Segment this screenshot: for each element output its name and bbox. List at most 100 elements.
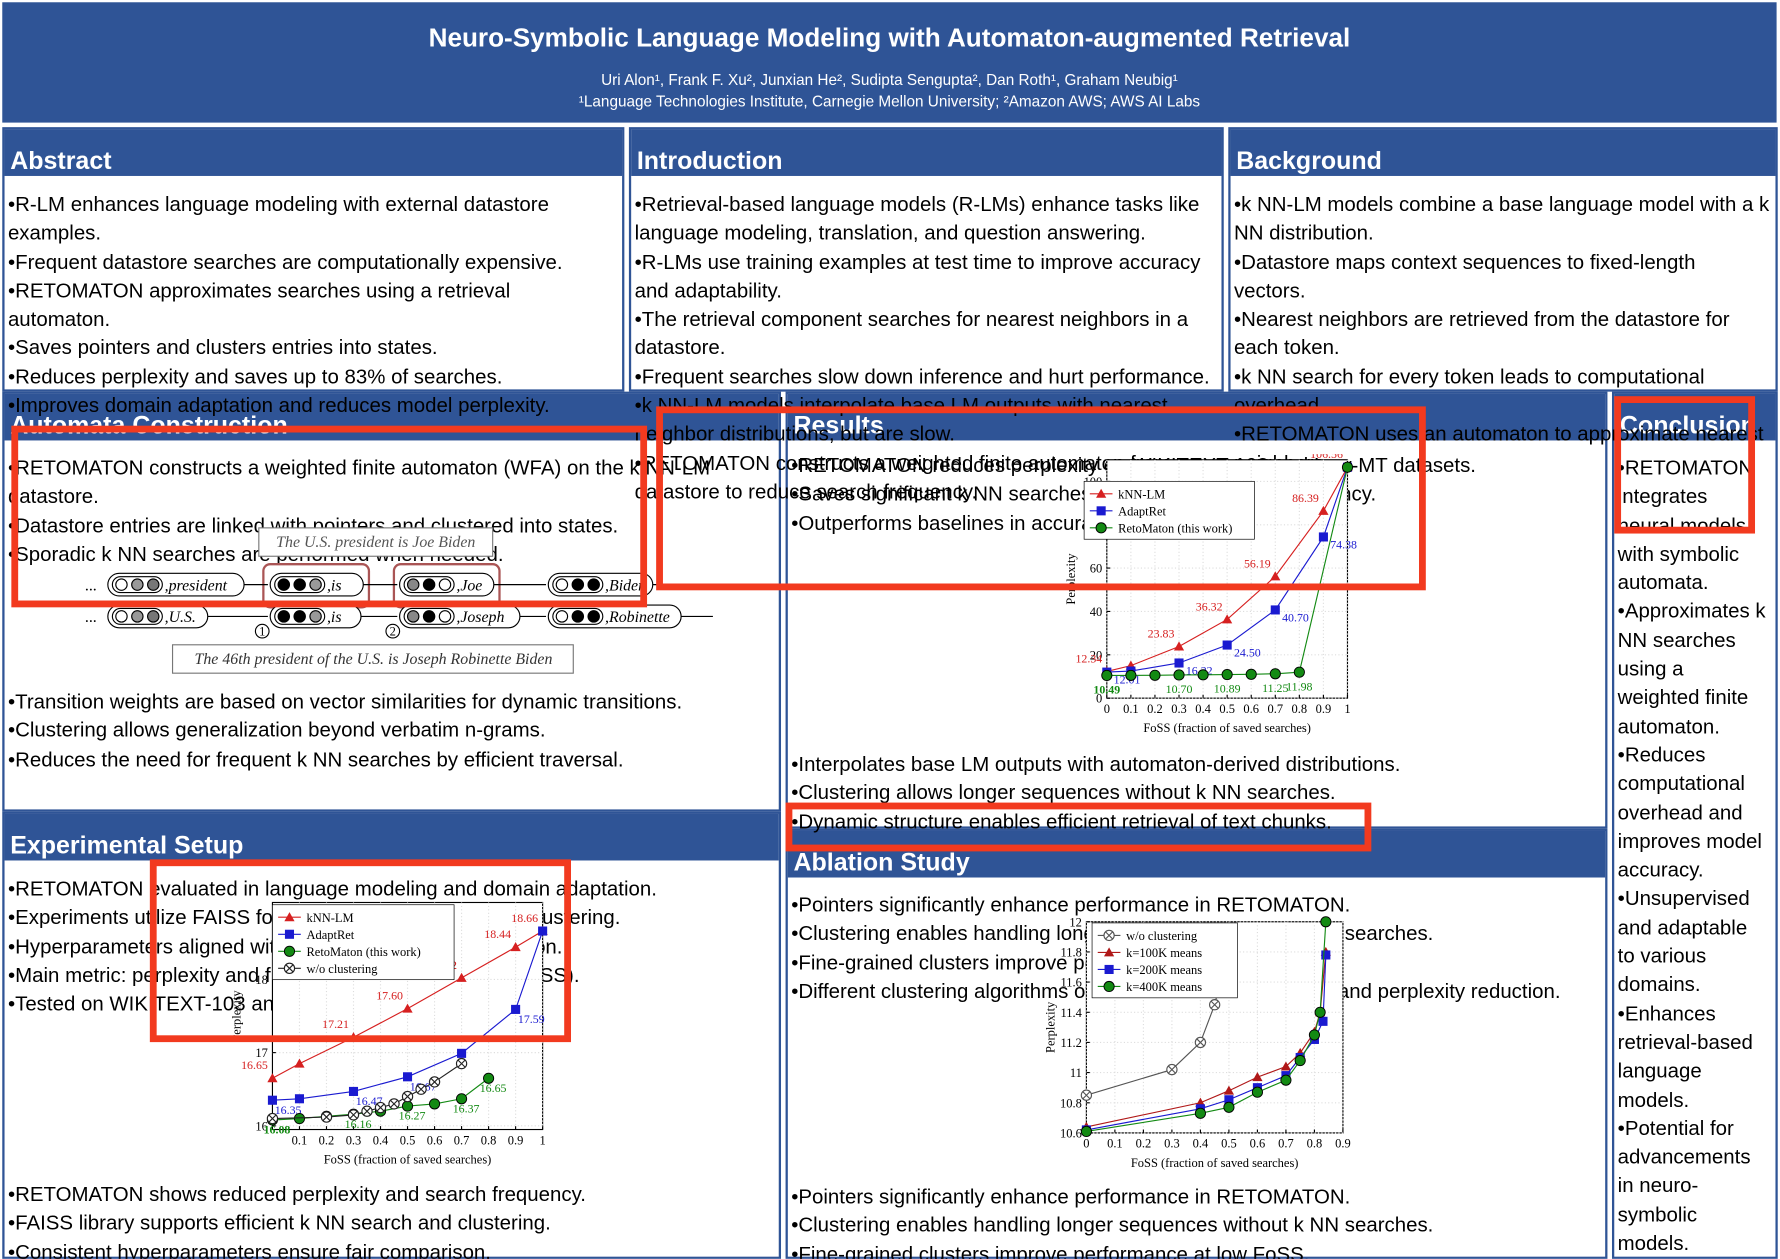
y-tick-label: 11.6 xyxy=(1060,976,1081,990)
annotation-box xyxy=(149,859,572,1043)
bullet: •Outperforms baselines in accuracy. xyxy=(791,511,1118,535)
x-tick-label: 0.5 xyxy=(1219,702,1235,716)
x-tick-label: 1 xyxy=(1344,702,1350,716)
marker xyxy=(1341,461,1354,473)
data-label: 56.19 xyxy=(1244,556,1271,570)
data-label: 16.27 xyxy=(399,1109,426,1123)
x-tick-label: 0.3 xyxy=(1171,702,1187,716)
marker xyxy=(294,1094,305,1104)
marker xyxy=(1270,571,1281,581)
marker xyxy=(361,1105,373,1117)
data-label: 16.65 xyxy=(480,1081,507,1095)
marker xyxy=(294,1058,305,1068)
marker xyxy=(1166,1063,1178,1076)
section xyxy=(785,828,1608,1259)
bullet: •k NN-LM models combine a base language … xyxy=(1233,192,1770,245)
step-circle xyxy=(254,623,270,639)
marker xyxy=(1174,658,1184,668)
state xyxy=(571,578,585,591)
bullet: •R-LM enhances language modeling with ex… xyxy=(7,192,549,245)
section-title: Background xyxy=(1236,146,1382,175)
ellipsis: ... xyxy=(85,609,97,626)
x-tick-label: 0.7 xyxy=(1267,702,1283,716)
y-tick-label: 11 xyxy=(1070,1066,1082,1080)
header: Neuro-Symbolic Language Modeling with Au… xyxy=(2,2,1777,123)
figure: 0 0.1 0.2 0.3 0.4 0.5 0.6 0.7 0.8 0.9 10.6 10.8 11 11… xyxy=(1044,915,1351,1170)
data-label: 10.70 xyxy=(1166,682,1193,696)
node-label: ,Joseph xyxy=(456,609,504,626)
x-tick-label: 0.1 xyxy=(292,1133,308,1147)
y-tick-label: 20 xyxy=(1090,648,1102,662)
bullet: •Pointers significantly enhance performa… xyxy=(791,893,1351,917)
section xyxy=(1611,391,1778,1259)
automaton-diagram: The U.S. president is Joe Biden The 46th… xyxy=(85,527,713,674)
data-label: 18.44 xyxy=(484,927,511,941)
marker xyxy=(1318,532,1328,542)
data-label: 17.21 xyxy=(322,1017,349,1031)
state xyxy=(555,610,569,623)
bullet: •RETOMATON constructs a weighted finite … xyxy=(634,451,1189,503)
marker xyxy=(428,1076,441,1088)
step-circle xyxy=(385,623,401,639)
section-header: Automata Construction xyxy=(4,393,779,441)
marker xyxy=(428,1098,441,1110)
marker xyxy=(1103,947,1115,957)
state xyxy=(422,578,436,591)
x-tick-label: 0.6 xyxy=(427,1133,443,1147)
x-tick-label: 0.8 xyxy=(481,1133,497,1147)
marker xyxy=(283,945,296,957)
state xyxy=(293,610,306,623)
data-label: 16.16 xyxy=(345,1117,372,1131)
marker xyxy=(1104,964,1114,975)
section-title: Automata Construction xyxy=(10,410,288,440)
marker xyxy=(283,962,296,974)
marker xyxy=(1221,668,1233,681)
section-body: •RETOMATON integrates neural models with… xyxy=(1618,454,1770,1258)
x-tick-label: 0.8 xyxy=(1292,702,1308,716)
section xyxy=(1228,127,1778,392)
section-body: •R-LM enhances language modeling with ex… xyxy=(8,191,616,421)
bullet: •Transition weights are based on vector … xyxy=(7,690,683,713)
bullet: •FAISS library supports efficient k NN s… xyxy=(7,1211,551,1235)
y-tick-label: 0 xyxy=(1096,692,1102,706)
x-tick-label: 1 xyxy=(540,1133,546,1147)
bullet: •RETOMATON approximates searches using a… xyxy=(7,279,511,331)
marker xyxy=(401,1090,414,1103)
marker xyxy=(320,1111,333,1123)
legend-label: AdaptRet xyxy=(307,928,355,942)
step-label: 2 xyxy=(390,625,396,639)
bullet: •Frequent datastore searches are computa… xyxy=(7,250,563,274)
x-tick-label: 0.2 xyxy=(1147,702,1163,716)
legend-label: AdaptRet xyxy=(1118,504,1166,518)
x-tick-label: 0.6 xyxy=(1243,702,1259,716)
x-tick-label: 0.4 xyxy=(373,1133,389,1147)
marker xyxy=(1194,1036,1207,1049)
node-label: ,U.S. xyxy=(165,609,196,626)
bullet: •Dynamic structure enables efficient ret… xyxy=(791,810,1332,833)
y-tick-label: 60 xyxy=(1090,562,1102,576)
marker xyxy=(1223,1101,1235,1113)
x-tick-label: 0.1 xyxy=(1123,702,1139,716)
section-body: •k NN-LM models combine a base language … xyxy=(1234,191,1770,478)
legend-label: k=100K means xyxy=(1126,946,1202,960)
series-line xyxy=(272,1063,462,1120)
node-label: ,is xyxy=(327,577,342,594)
bullet: •Nearest neighbors are retrieved from th… xyxy=(1233,307,1730,360)
x-tick-label: 0.5 xyxy=(1221,1137,1237,1151)
figure: 0.1 0.2 0.3 0.4 0.5 0.6 0.7 0.8 0.9 1 16 17 18 FoSS (… xyxy=(230,901,548,1167)
bullet: •Approximates k NN searches using a weig… xyxy=(1617,599,1766,738)
marker xyxy=(510,942,521,952)
state xyxy=(587,610,600,623)
y-axis-label: Perplexity xyxy=(1044,1001,1058,1053)
state xyxy=(293,578,306,591)
state xyxy=(309,610,322,623)
state xyxy=(115,578,128,591)
x-tick-label: 0.8 xyxy=(1307,1137,1323,1151)
marker xyxy=(388,1098,400,1110)
section-title: Results xyxy=(793,410,884,440)
marker xyxy=(1103,980,1115,993)
y-axis-label: Perplexity xyxy=(230,990,244,1042)
y-axis-label: Perplexity xyxy=(1064,553,1078,605)
marker xyxy=(1314,1006,1326,1018)
bullet: •The retrieval component searches for ne… xyxy=(634,307,1189,360)
